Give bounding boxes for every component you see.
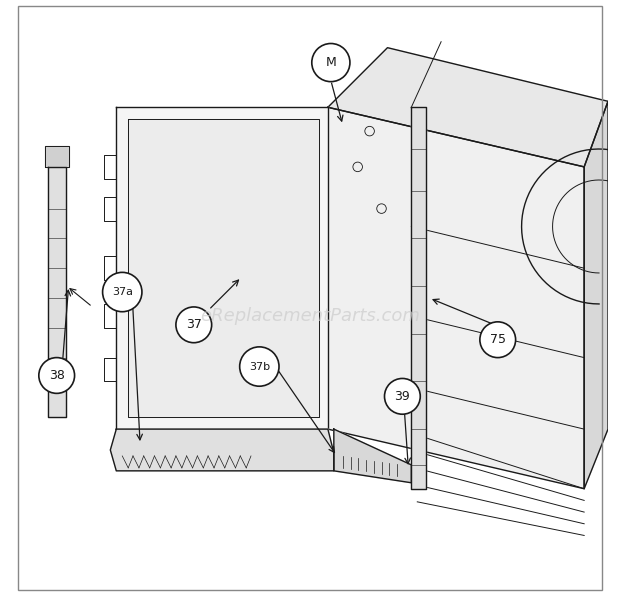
Polygon shape — [328, 107, 584, 489]
Circle shape — [39, 358, 74, 393]
Polygon shape — [48, 167, 66, 417]
Circle shape — [102, 272, 142, 312]
Polygon shape — [117, 107, 328, 429]
Polygon shape — [128, 119, 319, 417]
Text: 37b: 37b — [249, 362, 270, 371]
Polygon shape — [45, 146, 69, 167]
Circle shape — [240, 347, 279, 386]
Circle shape — [384, 378, 420, 414]
Text: M: M — [326, 56, 336, 69]
Text: eReplacementParts.com: eReplacementParts.com — [200, 307, 420, 325]
Polygon shape — [584, 101, 608, 489]
Polygon shape — [328, 48, 608, 167]
Text: 75: 75 — [490, 333, 506, 346]
Polygon shape — [334, 429, 411, 483]
Text: 37a: 37a — [112, 287, 133, 297]
Polygon shape — [110, 429, 334, 471]
Text: 37: 37 — [186, 318, 202, 331]
Text: 39: 39 — [394, 390, 410, 403]
Polygon shape — [411, 107, 426, 489]
Circle shape — [312, 44, 350, 82]
Circle shape — [480, 322, 516, 358]
Text: 38: 38 — [49, 369, 64, 382]
Circle shape — [176, 307, 211, 343]
